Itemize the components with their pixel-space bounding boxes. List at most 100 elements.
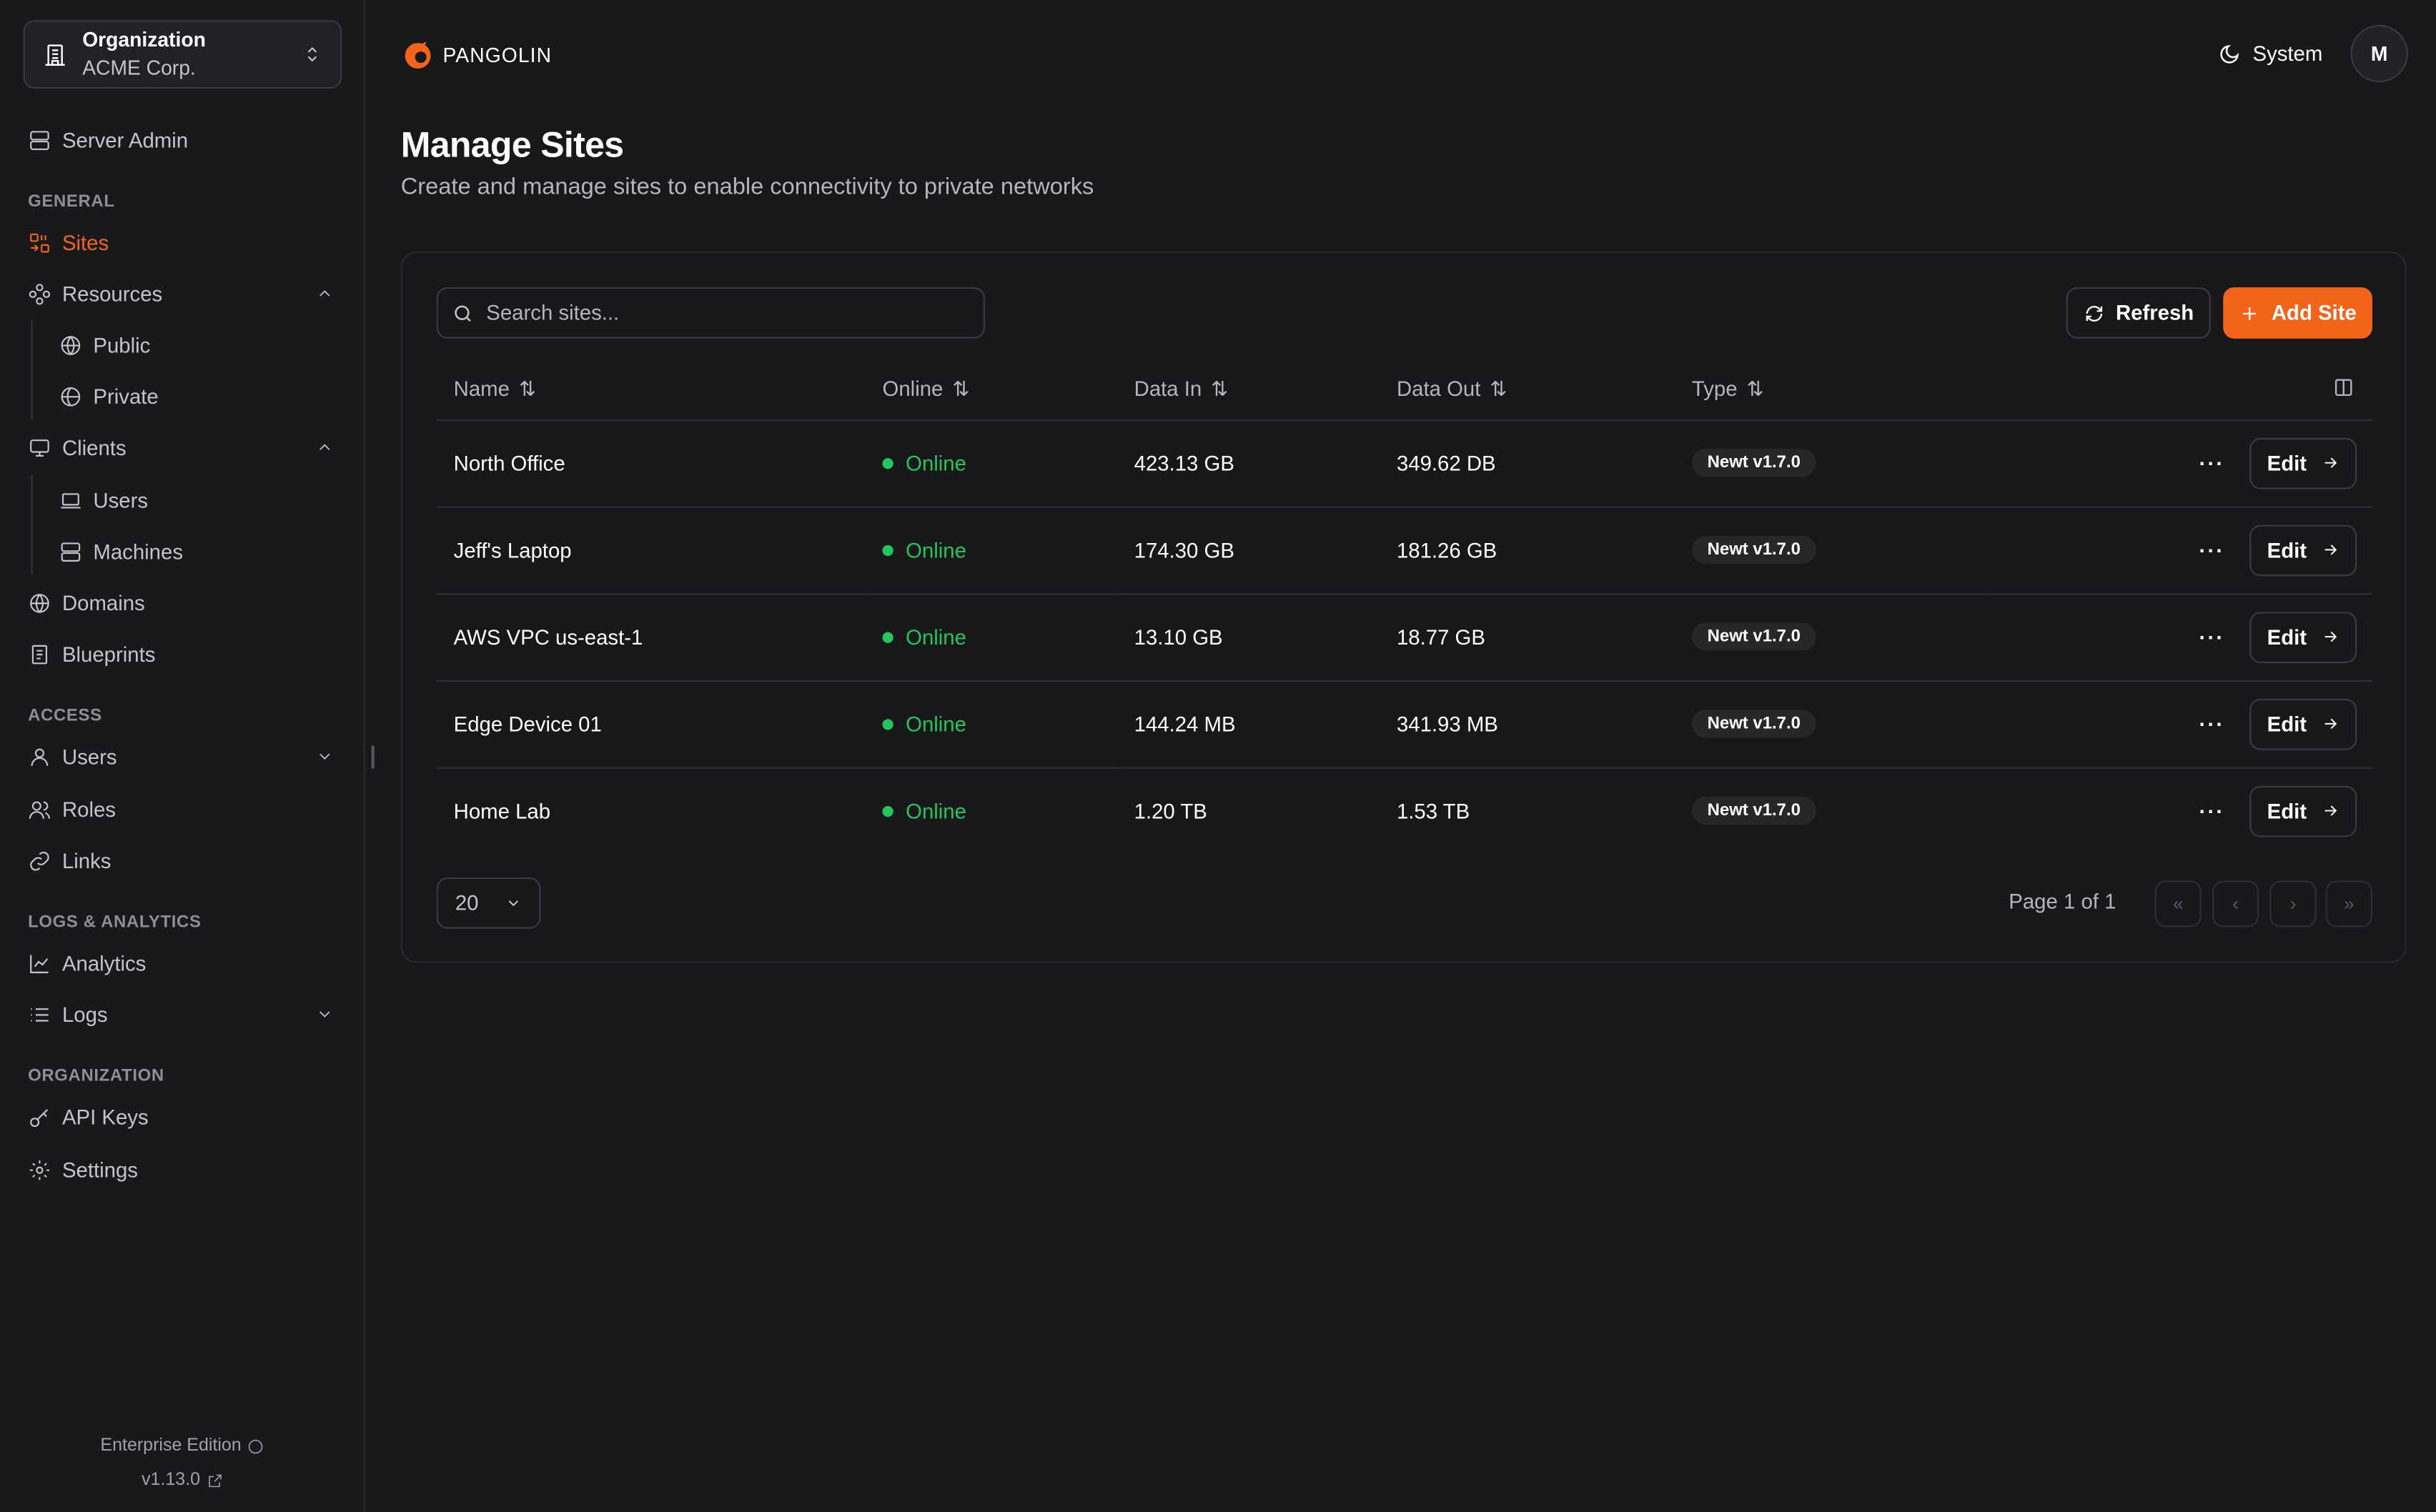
search-box[interactable] bbox=[436, 287, 985, 339]
sidebar-item-analytics[interactable]: Analytics bbox=[28, 944, 339, 981]
sidebar-item-sites[interactable]: Sites bbox=[28, 224, 339, 261]
status-label: Online bbox=[906, 712, 966, 736]
theme-toggle[interactable]: System bbox=[2219, 42, 2322, 65]
sidebar-item-blueprints[interactable]: Blueprints bbox=[28, 635, 339, 672]
table-row: Edge Device 01 Online 144.24 MB 341.93 M… bbox=[436, 680, 2372, 768]
org-name: ACME Corp. bbox=[82, 56, 196, 79]
external-link-icon bbox=[208, 1473, 222, 1487]
sites-icon bbox=[30, 232, 49, 252]
chevrons-up-down-icon bbox=[307, 46, 317, 62]
next-page-button[interactable]: › bbox=[2269, 880, 2317, 927]
link-icon bbox=[30, 850, 49, 870]
status-badge: Online bbox=[882, 800, 1117, 822]
sidebar-item-logs[interactable]: Logs bbox=[28, 995, 339, 1033]
page-size-select[interactable]: 20 bbox=[436, 877, 541, 929]
column-header-data-out[interactable]: Data Out ⇅ bbox=[1380, 362, 1675, 420]
sidebar-resize-handle[interactable] bbox=[371, 745, 375, 769]
label: Data In bbox=[1134, 377, 1202, 402]
edition-link[interactable]: Enterprise Edition bbox=[0, 1436, 365, 1456]
more-actions-icon[interactable]: ··· bbox=[2199, 799, 2225, 823]
label: Private bbox=[93, 384, 159, 408]
type-badge: Newt v1.7.0 bbox=[1691, 535, 1816, 564]
label: Blueprints bbox=[61, 642, 156, 666]
version-link[interactable]: v1.13.0 bbox=[0, 1471, 365, 1489]
sidebar-item-roles[interactable]: Roles bbox=[28, 790, 339, 827]
chevron-down-icon bbox=[320, 1011, 330, 1018]
github-icon bbox=[249, 1438, 264, 1453]
column-toggle[interactable] bbox=[1985, 362, 2372, 420]
avatar[interactable]: M bbox=[2350, 24, 2408, 83]
search-icon bbox=[455, 304, 471, 321]
sidebar-item-api-keys[interactable]: API Keys bbox=[28, 1098, 339, 1135]
data-in: 423.13 GB bbox=[1116, 419, 1380, 507]
edit-button[interactable]: Edit bbox=[2249, 524, 2357, 576]
refresh-button[interactable]: Refresh bbox=[2066, 287, 2211, 339]
status-dot bbox=[882, 718, 893, 730]
sidebar-item-private[interactable]: Private bbox=[59, 377, 339, 414]
edition-label: Enterprise Edition bbox=[100, 1436, 242, 1456]
sidebar-item-client-users[interactable]: Users bbox=[59, 482, 339, 519]
version-label: v1.13.0 bbox=[142, 1471, 201, 1490]
sidebar-item-settings[interactable]: Settings bbox=[28, 1151, 339, 1188]
section-organization: ORGANIZATION bbox=[28, 1067, 164, 1086]
type-badge: Newt v1.7.0 bbox=[1691, 449, 1816, 477]
status-label: Online bbox=[906, 451, 966, 474]
server-icon bbox=[61, 542, 81, 561]
last-page-button[interactable]: » bbox=[2325, 880, 2372, 927]
sidebar-item-machines[interactable]: Machines bbox=[59, 533, 339, 570]
column-header-name[interactable]: Name ⇅ bbox=[436, 362, 866, 420]
column-header-type[interactable]: Type ⇅ bbox=[1675, 362, 1986, 420]
chevron-down-icon bbox=[320, 753, 330, 760]
edit-button[interactable]: Edit bbox=[2249, 611, 2357, 662]
first-page-button[interactable]: « bbox=[2154, 880, 2202, 927]
sidebar-item-domains[interactable]: Domains bbox=[28, 584, 339, 621]
page-subtitle: Create and manage sites to enable connec… bbox=[400, 174, 1094, 201]
actions-cell: ··· Edit bbox=[1985, 593, 2372, 682]
data-in: 174.30 GB bbox=[1116, 506, 1380, 595]
label: Clients bbox=[61, 435, 127, 459]
column-header-data-in[interactable]: Data In ⇅ bbox=[1116, 362, 1380, 420]
sidebar-item-clients[interactable]: Clients bbox=[28, 429, 339, 466]
edit-button[interactable]: Edit bbox=[2249, 785, 2357, 837]
sort-icon: ⇅ bbox=[1746, 377, 1764, 402]
prev-page-button[interactable]: ‹ bbox=[2212, 880, 2259, 927]
sidebar-item-server-admin[interactable]: Server Admin bbox=[28, 121, 339, 159]
edit-label: Edit bbox=[2267, 538, 2307, 562]
site-name: AWS VPC us-east-1 bbox=[436, 593, 866, 682]
column-header-online[interactable]: Online ⇅ bbox=[865, 362, 1117, 420]
sidebar-item-public[interactable]: Public bbox=[59, 326, 339, 363]
chevrons-right-icon: » bbox=[2344, 892, 2355, 915]
plus-icon bbox=[2243, 307, 2257, 319]
pangolin-logo-icon bbox=[405, 41, 431, 69]
type-badge: Newt v1.7.0 bbox=[1691, 797, 1816, 825]
data-in: 1.20 TB bbox=[1134, 799, 1207, 823]
more-actions-icon[interactable]: ··· bbox=[2199, 625, 2225, 649]
more-actions-icon[interactable]: ··· bbox=[2199, 538, 2225, 562]
sites-table: Name ⇅ Online ⇅ Data In ⇅ Data Out ⇅ Type ⇅ N… bbox=[436, 362, 2372, 855]
users-icon bbox=[29, 800, 51, 818]
add-site-label: Add Site bbox=[2271, 301, 2357, 325]
org-switcher[interactable]: Organization ACME Corp. bbox=[23, 20, 342, 89]
sidebar-item-links[interactable]: Links bbox=[28, 842, 339, 879]
sidebar-item-resources[interactable]: Resources bbox=[28, 275, 339, 312]
add-site-button[interactable]: Add Site bbox=[2223, 287, 2372, 339]
chevron-up-icon bbox=[320, 444, 330, 450]
site-name: Edge Device 01 bbox=[436, 680, 866, 768]
search-input[interactable] bbox=[486, 301, 953, 325]
sidebar-item-users[interactable]: Users bbox=[28, 737, 339, 775]
data-out: 181.26 GB bbox=[1380, 506, 1675, 595]
label: Settings bbox=[61, 1158, 138, 1181]
brand-logo[interactable]: PANGOLIN bbox=[401, 37, 552, 71]
sort-icon: ⇅ bbox=[518, 377, 536, 402]
sort-icon: ⇅ bbox=[1490, 377, 1507, 402]
type-cell: Newt v1.7.0 bbox=[1675, 767, 1986, 855]
building-icon bbox=[45, 44, 65, 65]
chevron-left-icon: ‹ bbox=[2232, 892, 2239, 915]
edit-button[interactable]: Edit bbox=[2249, 437, 2357, 489]
more-actions-icon[interactable]: ··· bbox=[2199, 451, 2225, 474]
edit-button[interactable]: Edit bbox=[2249, 697, 2357, 750]
more-actions-icon[interactable]: ··· bbox=[2199, 712, 2225, 736]
data-in: 144.24 MB bbox=[1116, 680, 1380, 768]
label: Sites bbox=[61, 230, 109, 254]
type-cell: Newt v1.7.0 bbox=[1675, 593, 1986, 682]
